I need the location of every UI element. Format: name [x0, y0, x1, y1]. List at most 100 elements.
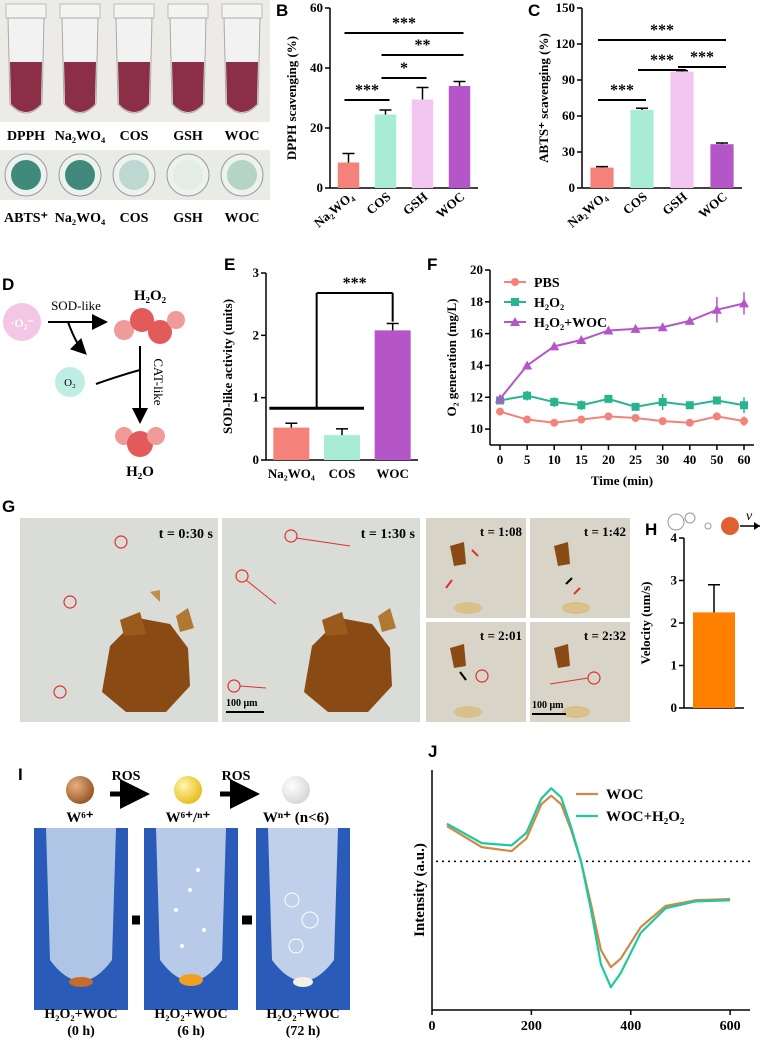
- chart-e-ytick-label-2: 2: [253, 327, 260, 342]
- chart-c-ytick-label-5: 150: [556, 0, 576, 15]
- chart-f-point-1-2: [550, 398, 559, 407]
- well-label-5: WOC: [225, 211, 260, 226]
- panel-label-e: E: [224, 255, 236, 274]
- h2o2-molecule-icon: [114, 308, 185, 344]
- chart-h-ylabel: Velocity (um/s): [638, 582, 653, 665]
- well-label-3: COS: [120, 211, 149, 226]
- well-photo-row: [0, 150, 270, 200]
- chart-b-xtick-label-2: GSH: [400, 189, 431, 218]
- tube-photo-72h: [256, 828, 350, 1010]
- chart-f-ytick-label-3: 16: [470, 326, 484, 341]
- micrograph-3-time: t = 1:08: [480, 524, 523, 539]
- tube-1: [5, 3, 47, 114]
- tube-i-label-3: H₂O₂+WOC: [266, 1007, 339, 1022]
- chart-h-ytick-label-2: 2: [671, 615, 678, 630]
- chart-c-sig-label-3: ***: [650, 22, 674, 39]
- chart-f-point-1-3: [577, 401, 586, 410]
- chart-f-point-0-6: [658, 417, 667, 426]
- panel-i-tubes: ROS ROS W⁶⁺ W⁶⁺/ⁿ⁺ Wⁿ⁺ (n<6) H₂O₂+WOC (0…: [34, 770, 350, 1039]
- superoxide-icon: [3, 303, 41, 341]
- chart-f-xtick-label-4: 20: [602, 452, 615, 467]
- tube-i-time-3: (72 h): [286, 1024, 321, 1039]
- chart-f-xlabel: Time (min): [591, 473, 653, 488]
- well-2: [58, 153, 102, 197]
- chart-b-sig-label-2: **: [415, 37, 431, 54]
- tube-label-2: Na₂WO₄: [55, 129, 106, 144]
- chart-f-point-2-7: [684, 315, 695, 325]
- tube-photo-6h: [144, 828, 238, 1010]
- panel-a: DPPH Na₂WO₄ COS GSH WOC ABTS⁺ Na₂WO₄ COS…: [0, 0, 270, 226]
- chart-b-bar-0: [337, 162, 360, 188]
- velocity-symbol: v: [746, 510, 753, 524]
- chart-j-legend-label-0: WOC: [606, 787, 644, 803]
- chart-f-xtick-label-3: 15: [575, 452, 589, 467]
- chart-c-ytick-label-4: 120: [556, 36, 576, 51]
- chart-e-ytick-label-3: 3: [253, 265, 260, 280]
- h2o-label: H₂O: [126, 464, 154, 480]
- chart-f-point-0-2: [550, 418, 559, 427]
- h2o2-label: H₂O₂: [134, 290, 167, 304]
- chart-b-ytick-label-0: 0: [317, 180, 324, 195]
- micrograph-6: t = 2:32 100 μm: [530, 622, 630, 722]
- tube-i-label-1: H₂O₂+WOC: [44, 1007, 117, 1022]
- chart-j-legend-label-1: WOC+H₂O₂: [606, 809, 685, 825]
- chart-c-xtick-label-3: WOC: [695, 189, 730, 221]
- scalebar-1: 100 μm: [226, 698, 258, 709]
- chart-b-xtick-label-1: COS: [363, 189, 393, 218]
- well-5: [220, 153, 264, 197]
- chart-f-point-1-8: [712, 396, 721, 405]
- tube-label-3: COS: [120, 129, 149, 144]
- ros-label-2: ROS: [222, 770, 251, 784]
- scalebar-2: 100 μm: [532, 700, 564, 711]
- chart-h-ytick-label-0: 0: [671, 700, 678, 715]
- chart-f-line-0: [499, 410, 745, 424]
- chart-f-point-0-4: [604, 412, 613, 421]
- w6-sphere-icon: [66, 776, 94, 804]
- bubble-icon-3: [704, 522, 712, 530]
- micromotor-icon: [721, 517, 739, 535]
- chart-c-bar-0: [590, 167, 614, 188]
- chart-c-sig-label-2: ***: [690, 49, 714, 66]
- chart-f-ytick-label-5: 20: [470, 262, 483, 277]
- chart-f-point-0-3: [577, 415, 586, 424]
- panel-label-c: C: [528, 1, 541, 20]
- wn-sphere-icon: [282, 776, 310, 804]
- chart-b-bar-1: [374, 114, 397, 188]
- micrograph-4-time: t = 1:42: [584, 524, 626, 539]
- tube-2: [59, 3, 101, 114]
- chart-e-bar-0: [273, 427, 310, 460]
- micrograph-5-time: t = 2:01: [480, 628, 522, 643]
- chart-f-legend-label-1: H₂O₂: [534, 296, 564, 311]
- tube-i-time-2: (6 h): [177, 1024, 205, 1039]
- well-label-4: GSH: [173, 211, 203, 226]
- panel-g-microscopy: t = 0:30 s t = 1:30 s 100 μm t = 1:08 t …: [20, 518, 630, 722]
- well-label-2: Na₂WO₄: [55, 211, 106, 226]
- chart-e-xtick-label-2: WOC: [376, 466, 409, 481]
- tube-3: [113, 3, 155, 114]
- chart-f-point-1-1: [523, 391, 532, 400]
- chart-f-point-1-5: [631, 402, 640, 411]
- chart-f-ytick-label-4: 18: [470, 294, 484, 309]
- chart-j-line-0: [446, 794, 731, 969]
- tube-label-1: DPPH: [7, 129, 45, 144]
- velocity-arrow-icon: [754, 522, 760, 530]
- chart-b-ytick-label-2: 40: [310, 60, 323, 75]
- micrograph-2: t = 1:30 s 100 μm: [222, 518, 420, 722]
- chart-c-xtick-label-1: COS: [620, 189, 650, 218]
- chart-e-ytick-label-1: 1: [253, 390, 260, 405]
- micrograph-1-time: t = 0:30 s: [159, 527, 214, 542]
- chart-f-xtick-label-5: 25: [629, 452, 643, 467]
- chart-h-velocity: 0 1 2 3 4 Velocity (um/s) v: [638, 510, 760, 715]
- chart-f-point-2-1: [522, 360, 533, 370]
- chart-e-sig-label: ***: [343, 275, 367, 292]
- panel-label-d: D: [2, 275, 15, 294]
- micrograph-5: t = 2:01: [426, 622, 526, 722]
- chart-f-point-0-5: [631, 413, 640, 422]
- w6n-sphere-icon: [174, 776, 202, 804]
- chart-c-bar-3: [710, 144, 734, 188]
- chart-f-xtick-label-0: 0: [497, 452, 504, 467]
- chart-c-bar-1: [630, 110, 654, 188]
- well-3: [112, 153, 156, 197]
- chart-h-ytick-label-3: 3: [671, 573, 678, 588]
